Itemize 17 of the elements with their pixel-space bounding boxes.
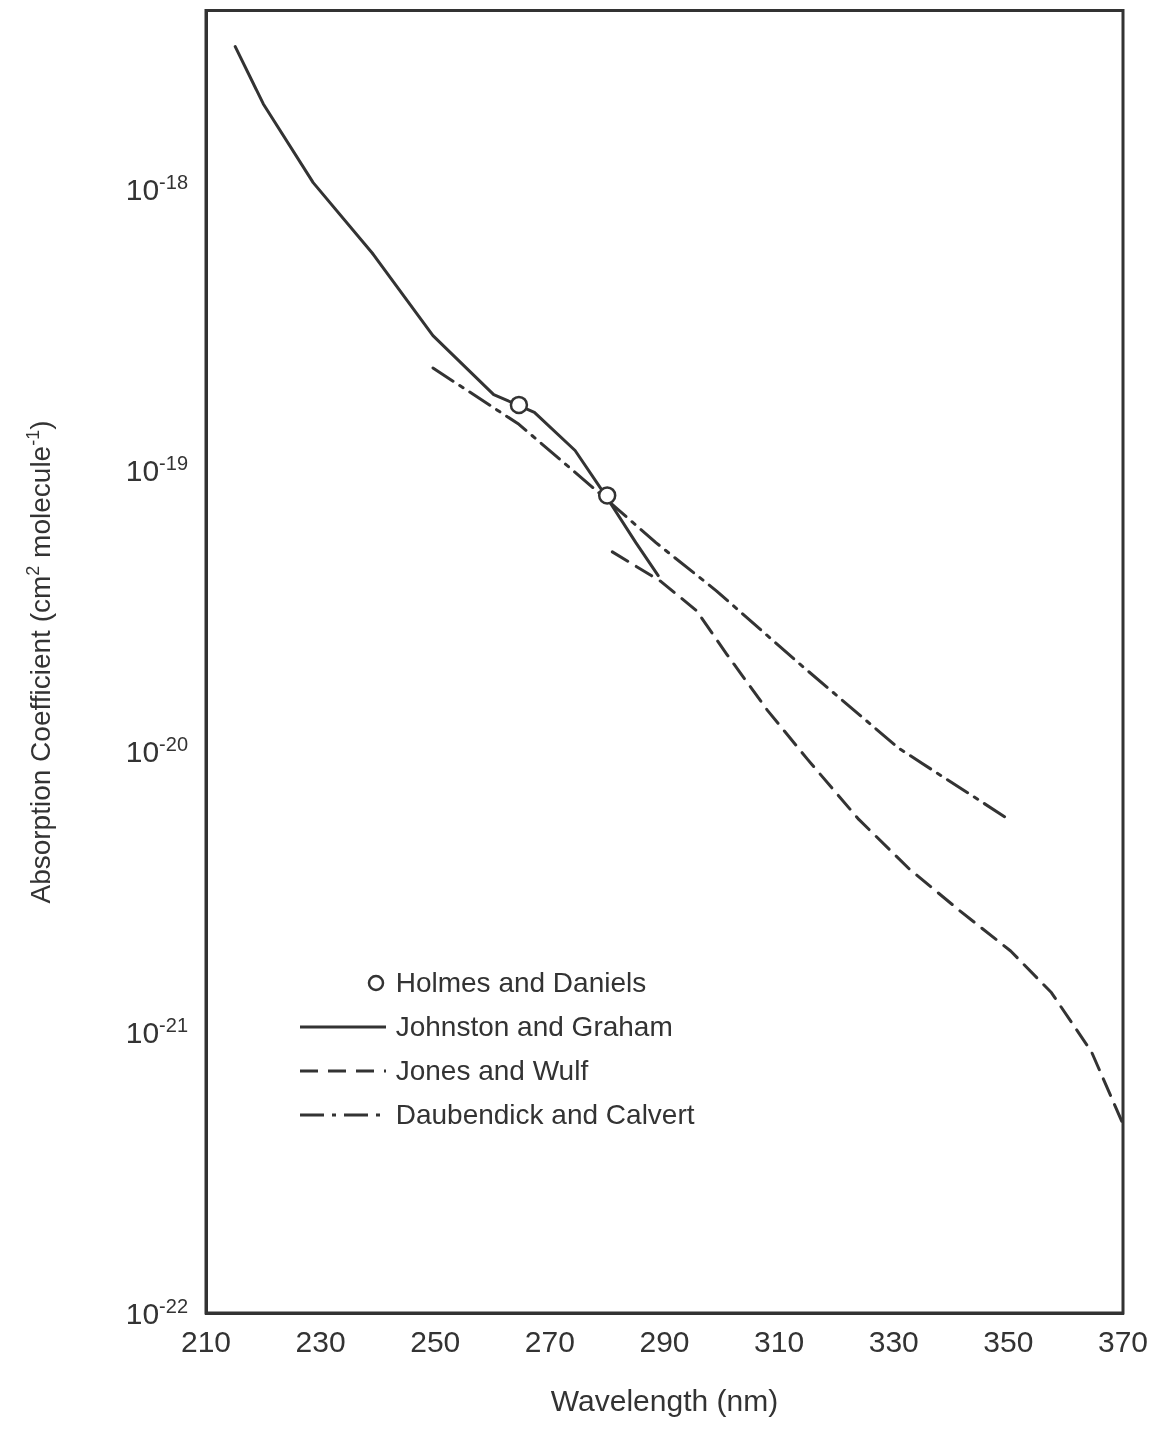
- x-tick-label: 370: [1097, 1325, 1149, 1359]
- x-tick-label: 330: [868, 1325, 919, 1359]
- y-tick-label: 10$^{-20}$: [125, 732, 188, 768]
- x-tick-label: 290: [639, 1325, 690, 1359]
- y-tick-label: 10$^{-21}$: [124, 1013, 188, 1050]
- x-axis-title: Wavelength (nm): [550, 1384, 779, 1418]
- legend-label: Daubendick and Calvert: [395, 1098, 695, 1133]
- x-tick-label: 270: [524, 1325, 575, 1359]
- legend-label: Jones and Wulf: [395, 1054, 589, 1089]
- y-tick-label: 10$^{-18}$: [124, 170, 188, 207]
- x-tick-label: 310: [754, 1325, 805, 1359]
- x-tick-label: 250: [410, 1325, 461, 1359]
- legend-label: Holmes and Daniels: [395, 966, 647, 1001]
- y-tick-label: 10$^{-19}$: [125, 451, 188, 487]
- x-tick-label: 230: [295, 1325, 346, 1359]
- x-tick-label: 350: [983, 1325, 1034, 1359]
- legend-label: Johnston and Graham: [395, 1010, 673, 1045]
